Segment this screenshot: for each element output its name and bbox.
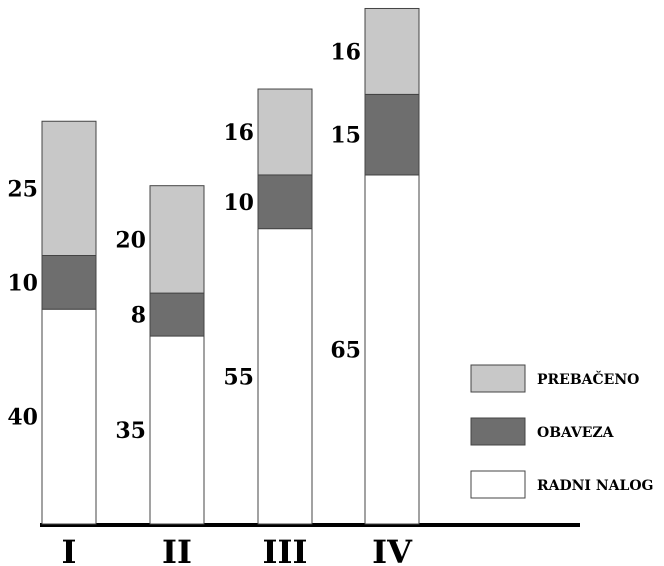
bar-segment-radni-nalog-iv	[364, 174, 420, 525]
data-label-preba-eno-ii: 20	[115, 227, 146, 253]
bar-segment-radni-nalog-ii	[149, 335, 205, 525]
legend-label-preba-eno: PREBAČENO	[537, 370, 639, 388]
bar-segment-preba-eno-iv	[364, 7, 420, 95]
legend-label-obaveza: OBAVEZA	[537, 425, 615, 441]
bar-segment-preba-eno-i	[41, 120, 97, 256]
bar-segment-preba-eno-ii	[149, 185, 205, 294]
data-label-preba-eno-i: 25	[7, 176, 38, 202]
x-tick-label-i: I	[62, 533, 77, 566]
legend-swatch-obaveza	[470, 417, 526, 446]
data-label-obaveza-iii: 10	[223, 190, 254, 216]
data-label-preba-eno-iii: 16	[223, 120, 254, 146]
x-tick-label-ii: II	[162, 533, 192, 566]
data-label-radni-nalog-iv: 65	[330, 337, 361, 363]
bar-segment-obaveza-iv	[364, 93, 420, 176]
bar-segment-radni-nalog-i	[41, 308, 97, 525]
data-label-radni-nalog-i: 40	[7, 405, 38, 431]
data-label-radni-nalog-ii: 35	[115, 418, 146, 444]
data-label-obaveza-ii: 8	[131, 303, 146, 329]
bar-segment-radni-nalog-iii	[257, 228, 313, 525]
bar-segment-obaveza-ii	[149, 292, 205, 337]
legend-swatch-preba-eno	[470, 364, 526, 393]
legend-swatch-radni-nalog	[470, 470, 526, 499]
data-label-preba-eno-iv: 16	[330, 39, 361, 65]
bar-segment-obaveza-i	[41, 255, 97, 310]
bar-segment-preba-eno-iii	[257, 88, 313, 176]
data-label-obaveza-i: 10	[7, 270, 38, 296]
legend-label-radni-nalog: RADNI NALOG	[537, 478, 654, 494]
bar-segment-obaveza-iii	[257, 174, 313, 230]
x-tick-label-iv: IV	[372, 533, 413, 566]
x-tick-label-iii: III	[263, 533, 308, 566]
data-label-obaveza-iv: 15	[330, 123, 361, 149]
data-label-radni-nalog-iii: 55	[223, 364, 254, 390]
